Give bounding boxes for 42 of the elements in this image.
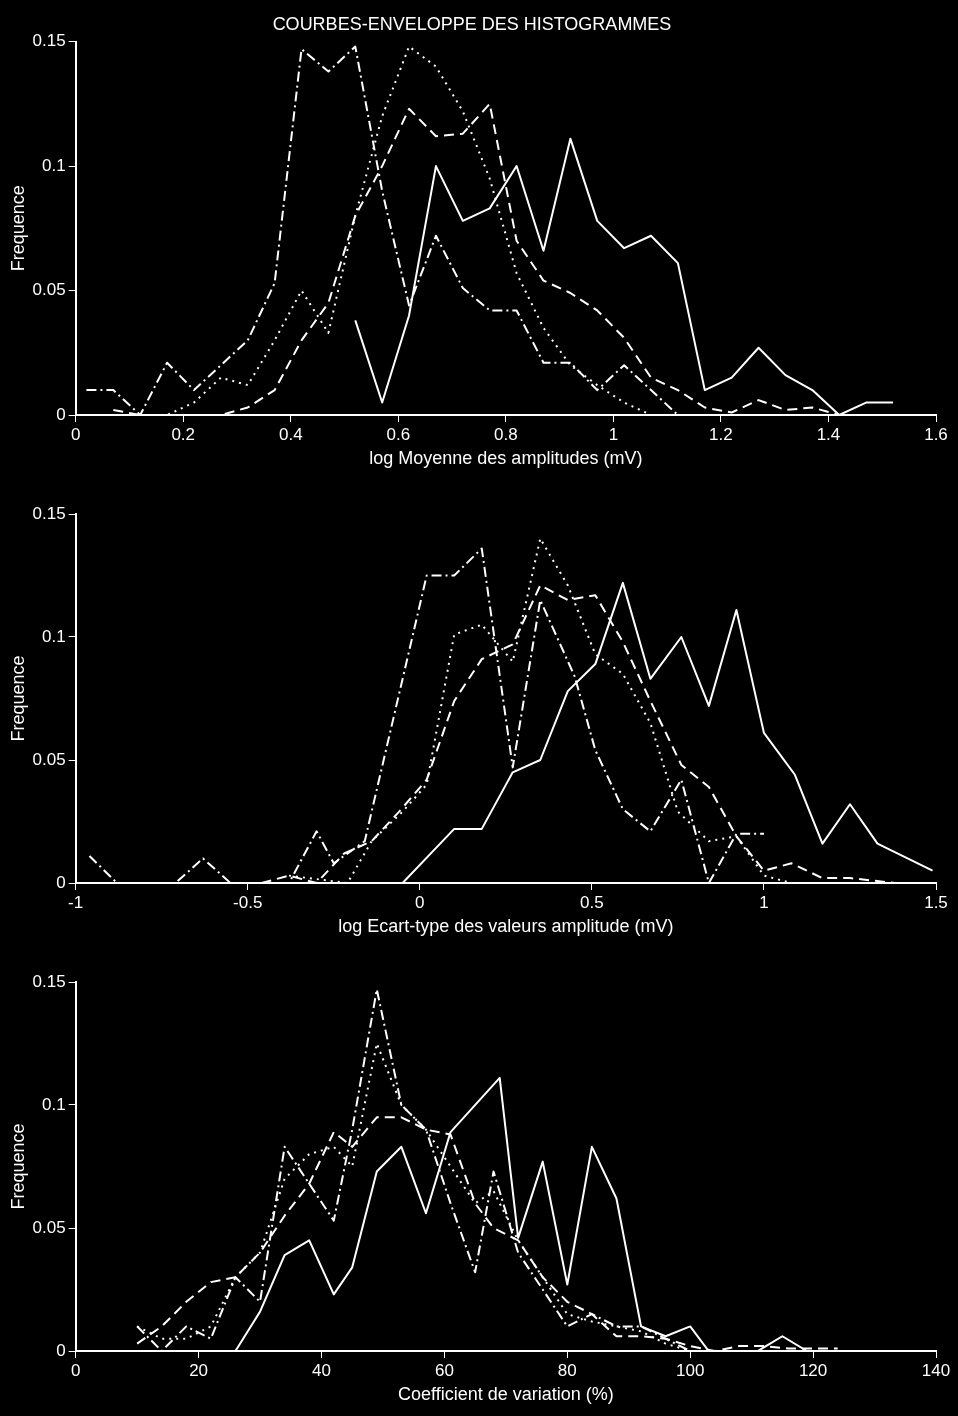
y-tick-label: 0.15 — [32, 31, 66, 51]
x-tick-label: 0.4 — [278, 424, 303, 444]
x-tick-label: 0 — [70, 1360, 81, 1380]
x-tick-label: 0.6 — [386, 424, 411, 444]
y-axis-title: Frequence — [7, 655, 28, 742]
x-tick-label: 0.5 — [580, 892, 604, 912]
x-axis-title: log Ecart-type des valeurs amplitude (mV) — [338, 916, 674, 937]
y-tick-label: 0.15 — [32, 503, 66, 523]
x-tick-label: 120 — [798, 1360, 828, 1380]
y-tick-label: 0.15 — [32, 971, 66, 991]
y-tick-label: 0 — [56, 872, 66, 892]
x-tick-label: 1.6 — [924, 424, 948, 444]
x-tick-label: 1.4 — [816, 424, 841, 444]
x-tick-label: 60 — [434, 1360, 454, 1380]
x-tick-label: 100 — [676, 1360, 705, 1380]
x-tick-label: 0 — [415, 892, 425, 912]
x-axis-title: log Moyenne des amplitudes (mV) — [369, 448, 643, 469]
y-tick-label: 0.1 — [42, 1094, 66, 1114]
y-tick-label: 0 — [56, 404, 66, 424]
y-tick-label: 0.05 — [32, 1217, 66, 1237]
chart-title: COURBES-ENVELOPPE DES HISTOGRAMMES — [272, 13, 672, 34]
y-tick-label: 0.1 — [42, 626, 66, 646]
x-tick-label: 20 — [189, 1360, 209, 1380]
x-tick-label: 0.2 — [171, 424, 196, 444]
x-tick-label: 140 — [921, 1360, 951, 1380]
y-tick-label: 0.05 — [32, 280, 66, 300]
y-tick-label: 0.1 — [42, 155, 66, 175]
y-axis-title: Frequence — [7, 185, 28, 272]
x-tick-label: 0.8 — [494, 424, 518, 444]
x-tick-label: 0 — [70, 424, 81, 444]
x-axis-title: Coefficient de variation (%) — [397, 1384, 614, 1405]
x-tick-label: 1.2 — [709, 424, 733, 444]
x-tick-label: 80 — [557, 1360, 577, 1380]
x-tick-label: 1.5 — [924, 892, 948, 912]
y-tick-label: 0.05 — [32, 749, 66, 769]
x-tick-label: -1 — [68, 892, 84, 912]
x-tick-label: 1 — [608, 424, 619, 444]
x-tick-label: 40 — [312, 1360, 331, 1380]
y-axis-title: Frequence — [7, 1123, 28, 1210]
x-tick-label: 1 — [759, 892, 769, 912]
x-tick-label: -0.5 — [233, 892, 263, 912]
y-tick-label: 0 — [56, 1340, 66, 1360]
